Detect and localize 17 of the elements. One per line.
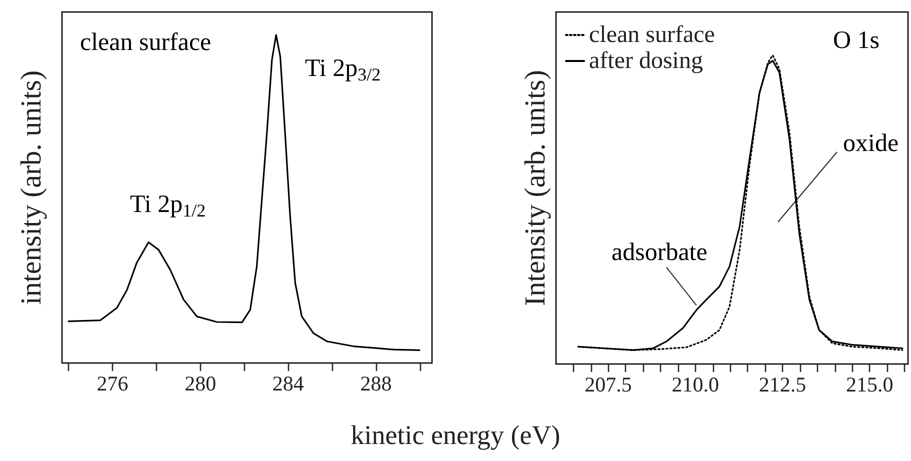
x-tick-label: 210.0: [672, 372, 720, 396]
annotation: oxide: [843, 130, 899, 157]
legend-label: after dosing: [589, 48, 703, 74]
x-axis-title: kinetic energy (eV): [350, 420, 562, 451]
x-tick-label: 284: [272, 372, 304, 396]
text: O 1s: [833, 27, 880, 54]
y-axis-title: intensity (arb. units): [16, 70, 48, 305]
x-tick-label: 288: [360, 372, 392, 396]
annotation: clean surface: [80, 29, 212, 56]
legend-label: clean surface: [589, 22, 715, 48]
x-tick-label: 207.5: [584, 372, 632, 396]
x-tick-label: 215.0: [846, 372, 894, 396]
x-tick-label: 280: [184, 372, 216, 396]
annotation: adsorbate: [612, 238, 708, 266]
x-tick-label: 276: [96, 372, 128, 396]
x-tick-label: 212.5: [758, 372, 806, 396]
y-axis-title: Intensity (arb. units): [520, 70, 552, 306]
